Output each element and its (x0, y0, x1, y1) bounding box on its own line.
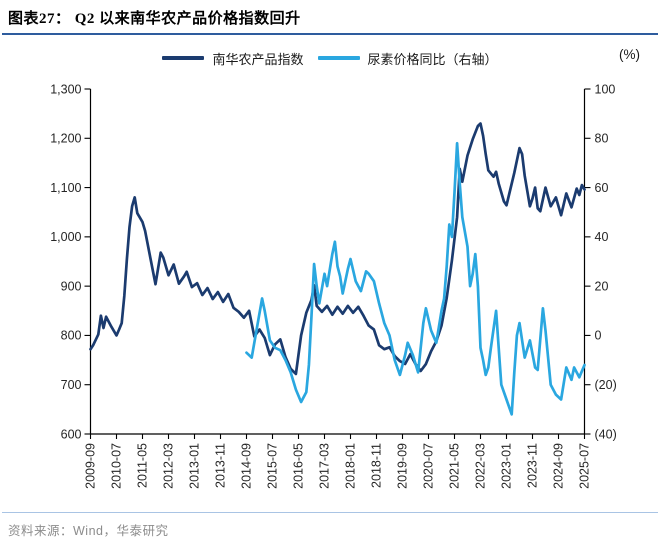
svg-text:2013-01: 2013-01 (188, 443, 202, 489)
svg-text:2021-05: 2021-05 (448, 443, 462, 489)
legend-item-urea-yoy: 尿素价格同比（右轴） (317, 49, 498, 68)
axes (89, 89, 586, 435)
svg-text:40: 40 (595, 230, 609, 244)
svg-text:2010-07: 2010-07 (110, 443, 124, 489)
legend-line-swatch-navy (162, 56, 205, 60)
legend-line-swatch-cyan (317, 56, 360, 60)
svg-text:2020-07: 2020-07 (422, 443, 436, 489)
tick-labels: 6007008009001,0001,1001,2001,300(40)(20)… (50, 82, 617, 489)
source-note: 资料来源：Wind，华泰研究 (2, 512, 658, 539)
svg-text:2011-05: 2011-05 (136, 443, 150, 488)
svg-text:80: 80 (595, 132, 609, 146)
price-index-line-chart: 6007008009001,0001,1001,2001,300(40)(20)… (50, 82, 617, 489)
svg-text:2009-09: 2009-09 (84, 443, 98, 489)
svg-text:60: 60 (595, 181, 609, 195)
right-axis-unit-label: (%) (619, 47, 640, 62)
svg-text:100: 100 (595, 82, 616, 96)
svg-text:2012-03: 2012-03 (162, 443, 176, 489)
svg-text:1,000: 1,000 (50, 230, 81, 244)
svg-text:(40): (40) (595, 427, 617, 441)
svg-text:2013-11: 2013-11 (214, 443, 228, 488)
series-line-nanhua-index (89, 122, 586, 376)
series-line-urea-yoy (245, 141, 586, 416)
svg-text:2018-01: 2018-01 (344, 443, 358, 489)
svg-text:2014-09: 2014-09 (240, 443, 254, 489)
svg-text:2018-11: 2018-11 (370, 443, 384, 488)
svg-text:2025-07: 2025-07 (578, 443, 592, 489)
svg-text:2023-01: 2023-01 (500, 443, 514, 489)
svg-text:2019-09: 2019-09 (396, 443, 410, 489)
svg-text:2015-07: 2015-07 (266, 443, 280, 489)
svg-text:2024-09: 2024-09 (552, 443, 566, 489)
svg-text:1,200: 1,200 (50, 132, 81, 146)
svg-text:900: 900 (61, 279, 82, 293)
svg-text:0: 0 (595, 329, 602, 343)
svg-text:2022-03: 2022-03 (474, 443, 488, 489)
legend-item-nanhua-index: 南华农产品指数 (162, 49, 304, 68)
figure-title: 图表27： Q2 以来南华农产品价格指数回升 (2, 0, 658, 35)
tick-marks (84, 88, 591, 439)
legend: 南华农产品指数 尿素价格同比（右轴） (%) (0, 43, 660, 73)
svg-text:1,300: 1,300 (50, 82, 81, 96)
svg-text:700: 700 (61, 378, 82, 392)
svg-text:1,100: 1,100 (50, 181, 81, 195)
legend-label: 南华农产品指数 (212, 51, 304, 67)
svg-text:600: 600 (61, 427, 82, 441)
svg-text:(20): (20) (595, 378, 617, 392)
svg-text:2016-05: 2016-05 (292, 443, 306, 489)
svg-text:2017-03: 2017-03 (318, 443, 332, 489)
svg-text:20: 20 (595, 279, 609, 293)
legend-label: 尿素价格同比（右轴） (367, 51, 498, 67)
svg-text:800: 800 (61, 329, 82, 343)
svg-text:2023-11: 2023-11 (526, 443, 540, 488)
